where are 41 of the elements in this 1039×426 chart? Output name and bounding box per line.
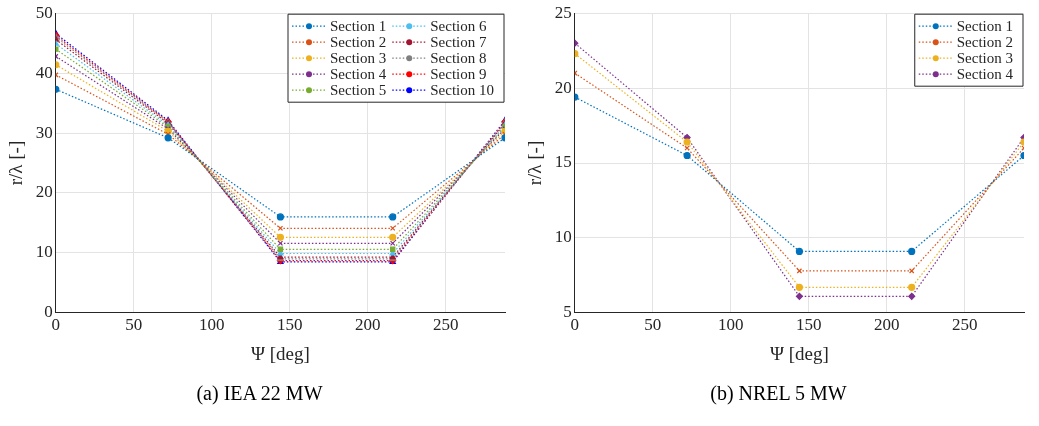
x-axis-title: Ψ [deg]: [769, 342, 829, 364]
legend-label: Section 4: [330, 66, 387, 83]
y-axis-title: r/λ [-]: [5, 140, 27, 186]
legend-label: Section 8: [430, 50, 487, 67]
y-tick-label: 30: [35, 122, 53, 142]
y-tick-label: 20: [35, 182, 53, 202]
legend-label: Section 1: [330, 18, 387, 35]
legend-label: Section 3: [330, 50, 387, 67]
y-tick-label: 40: [35, 62, 53, 82]
y-tick-label: 15: [554, 152, 572, 172]
text: (a) IEA 22 MW: [196, 382, 323, 405]
legend-label: Section 7: [430, 34, 487, 51]
x-tick-label: 200: [873, 315, 900, 335]
legend-label: Section 2: [330, 34, 387, 51]
x-axis-title: Ψ [deg]: [250, 342, 310, 364]
x-tick-label: 50: [644, 315, 662, 335]
y-axis-title: r/λ [-]: [524, 140, 546, 186]
x-tick-label: 50: [125, 315, 143, 335]
y-tick-label: 5: [563, 302, 572, 322]
legend-label: Section 4: [956, 66, 1014, 83]
x-tick-label: 250: [951, 315, 978, 335]
x-tick-label: 250: [432, 315, 459, 335]
y-tick-label: 25: [554, 2, 572, 22]
y-tick-label: 10: [35, 242, 53, 262]
legend-label: Section 1: [956, 18, 1014, 35]
x-tick-label: 200: [354, 315, 381, 335]
legend-label: Section 6: [430, 18, 487, 35]
y-tick-label: 0: [44, 302, 53, 322]
y-tick-label: 50: [35, 2, 53, 22]
x-tick-label: 100: [718, 315, 744, 335]
legend-label: Section 2: [956, 34, 1014, 51]
legend-label: Section 9: [430, 66, 487, 83]
x-tick-label: 100: [199, 315, 225, 335]
text: (b) NREL 5 MW: [710, 382, 847, 405]
x-tick-label: 150: [796, 315, 822, 335]
legend-label: Section 3: [956, 50, 1014, 67]
legend-label: Section 5: [330, 82, 387, 99]
y-tick-label: 10: [554, 227, 572, 247]
x-tick-label: 150: [277, 315, 303, 335]
legend-label: Section 10: [430, 82, 495, 99]
y-tick-label: 20: [554, 77, 572, 97]
